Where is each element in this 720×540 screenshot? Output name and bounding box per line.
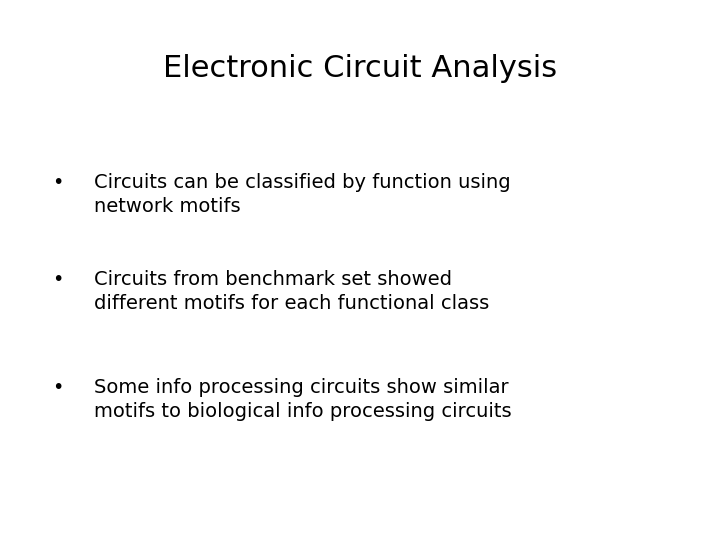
Text: Some info processing circuits show similar
motifs to biological info processing : Some info processing circuits show simil… — [94, 378, 511, 421]
Text: Electronic Circuit Analysis: Electronic Circuit Analysis — [163, 54, 557, 83]
Text: Circuits from benchmark set showed
different motifs for each functional class: Circuits from benchmark set showed diffe… — [94, 270, 489, 313]
Text: •: • — [52, 270, 63, 289]
Text: •: • — [52, 378, 63, 397]
Text: Circuits can be classified by function using
network motifs: Circuits can be classified by function u… — [94, 173, 510, 216]
Text: •: • — [52, 173, 63, 192]
